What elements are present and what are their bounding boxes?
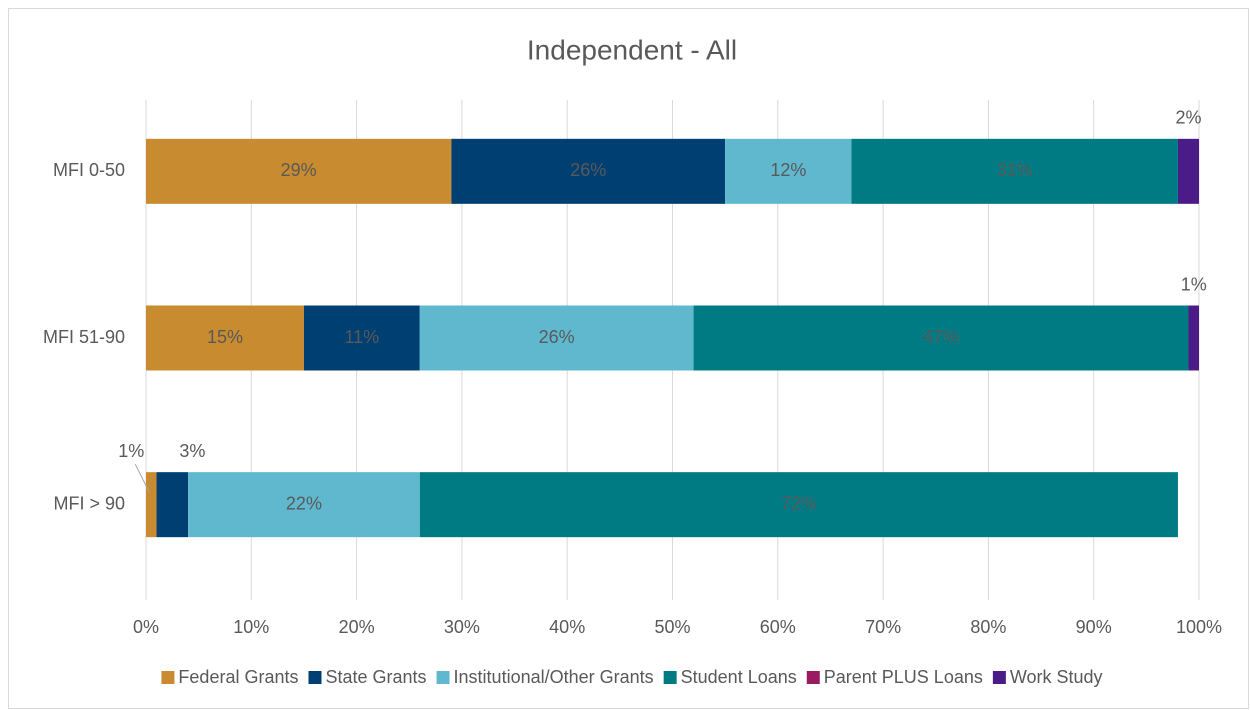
bar-segment [156, 472, 189, 538]
data-label: 12% [770, 160, 806, 180]
legend-swatch [992, 671, 1006, 684]
bar-segment [146, 305, 304, 371]
x-tick-label: 50% [654, 617, 690, 637]
x-tick-label: 0% [133, 617, 159, 637]
x-tick-label: 80% [970, 617, 1006, 637]
bar-segment [419, 305, 694, 371]
data-label: 11% [345, 327, 380, 347]
data-label: 1% [1181, 274, 1207, 294]
data-label: 2% [1175, 108, 1201, 128]
bar-segment [1177, 138, 1199, 204]
data-label: 47% [923, 327, 959, 347]
x-tick-label: 60% [760, 617, 796, 637]
legend-swatch [308, 671, 322, 684]
data-label: 29% [281, 160, 317, 180]
legend-swatch [663, 671, 677, 684]
legend-label: Work Study [1010, 667, 1103, 687]
legend-label: Institutional/Other Grants [454, 667, 654, 687]
y-tick-label: MFI 51-90 [43, 327, 125, 347]
bar-segment [451, 138, 726, 204]
legend-label: State Grants [325, 667, 426, 687]
bar-segment [146, 138, 452, 204]
data-label: 22% [286, 493, 322, 513]
legend-label: Parent PLUS Loans [824, 667, 983, 687]
legend-swatch [436, 671, 450, 684]
chart-title: Independent - All [527, 34, 737, 65]
x-tick-label: 10% [233, 617, 269, 637]
legend-swatch [806, 671, 820, 684]
data-label: 26% [570, 160, 606, 180]
bar-segment [188, 472, 420, 538]
data-label: 1% [118, 441, 144, 461]
data-label: 26% [539, 327, 575, 347]
x-tick-label: 20% [339, 617, 375, 637]
bar-segment [693, 305, 1189, 371]
x-tick-label: 40% [549, 617, 585, 637]
data-label: 3% [179, 441, 205, 461]
bar-segment [851, 138, 1178, 204]
bar-segment [303, 305, 420, 371]
x-tick-label: 70% [865, 617, 901, 637]
leader-line [134, 463, 150, 493]
data-label: 15% [207, 327, 243, 347]
x-tick-label: 90% [1076, 617, 1112, 637]
legend-swatch [161, 671, 175, 684]
y-tick-label: MFI > 90 [53, 493, 125, 513]
bar-segment [1188, 305, 1199, 371]
bar-segment [725, 138, 852, 204]
y-tick-label: MFI 0-50 [53, 160, 125, 180]
x-tick-label: 30% [444, 617, 480, 637]
legend-label: Federal Grants [178, 667, 298, 687]
bar-segment [419, 472, 1178, 538]
x-tick-label: 100% [1176, 617, 1222, 637]
data-label: 72% [781, 493, 817, 513]
data-label: 31% [997, 160, 1033, 180]
legend-label: Student Loans [681, 667, 797, 687]
bar-segment [146, 472, 157, 538]
